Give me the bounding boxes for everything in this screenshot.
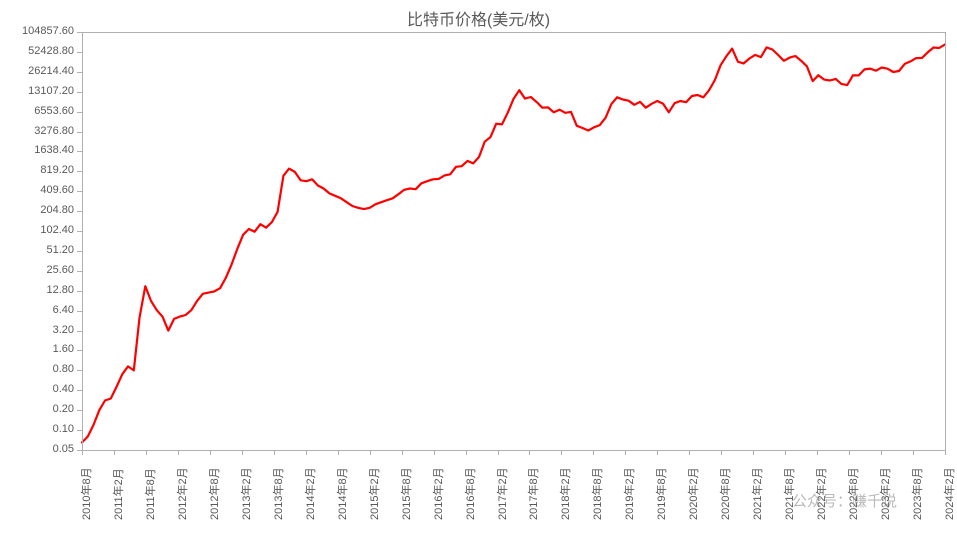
x-tick-label: 2018年2月 <box>557 467 573 520</box>
y-tick-label: 0.20 <box>53 403 74 415</box>
x-tick-label: 2016年2月 <box>430 467 446 520</box>
x-tick-label: 2017年2月 <box>494 467 510 520</box>
y-tick-label: 409.60 <box>40 184 74 196</box>
y-tick-label: 3276.80 <box>34 125 74 137</box>
x-tick-label: 2018年8月 <box>589 467 605 520</box>
x-tick-label: 2023年8月 <box>909 467 925 520</box>
y-tick-label: 13107.20 <box>28 85 74 97</box>
x-tick-label: 2019年2月 <box>621 467 637 520</box>
y-tick-label: 104857.60 <box>22 25 74 37</box>
y-tick-label: 0.10 <box>53 423 74 435</box>
y-tick-label: 0.05 <box>53 443 74 455</box>
y-tick-label: 6553.60 <box>34 105 74 117</box>
x-tick-label: 2021年8月 <box>781 467 797 520</box>
x-tick-label: 2020年2月 <box>685 467 701 520</box>
y-tick-label: 102.40 <box>40 224 74 236</box>
y-tick-label: 819.20 <box>40 164 74 176</box>
x-tick-label: 2021年2月 <box>749 467 765 520</box>
x-tick-label: 2011年8月 <box>142 468 158 520</box>
x-tick-label: 2014年8月 <box>334 467 350 520</box>
x-tick-label: 2015年2月 <box>366 467 382 520</box>
x-tick-label: 2012年2月 <box>174 467 190 520</box>
y-tick-label: 6.40 <box>53 304 74 316</box>
x-tick-label: 2022年2月 <box>813 467 829 520</box>
y-tick-label: 3.20 <box>53 324 74 336</box>
x-tick-label: 2013年8月 <box>270 467 286 520</box>
x-tick-label: 2010年8月 <box>78 467 94 520</box>
x-tick-label: 2014年2月 <box>302 467 318 520</box>
line-series <box>0 0 957 539</box>
y-tick-label: 0.80 <box>53 363 74 375</box>
x-tick-label: 2016年8月 <box>462 467 478 520</box>
y-tick-label: 52428.80 <box>28 45 74 57</box>
chart-container: 比特币价格(美元/枚) 公众号：赚千说 0.050.100.200.400.80… <box>0 0 957 539</box>
y-tick-label: 1638.40 <box>34 144 74 156</box>
y-tick-label: 204.80 <box>40 204 74 216</box>
x-tick-label: 2019年8月 <box>653 467 669 520</box>
x-tick-label: 2011年2月 <box>110 468 126 520</box>
x-tick-label: 2024年2月 <box>941 467 957 520</box>
y-tick-label: 51.20 <box>46 244 74 256</box>
x-tick-label: 2013年2月 <box>238 467 254 520</box>
x-tick-label: 2020年8月 <box>717 467 733 520</box>
y-tick-label: 25.60 <box>46 264 74 276</box>
y-tick-label: 26214.40 <box>28 65 74 77</box>
x-tick-label: 2023年2月 <box>877 467 893 520</box>
x-tick-label: 2012年8月 <box>206 467 222 520</box>
x-tick-label: 2022年8月 <box>845 467 861 520</box>
y-tick-label: 1.60 <box>53 343 74 355</box>
x-tick-label: 2017年8月 <box>525 467 541 520</box>
x-tick-label: 2015年8月 <box>398 467 414 520</box>
y-tick-label: 12.80 <box>46 284 74 296</box>
y-tick-label: 0.40 <box>53 383 74 395</box>
